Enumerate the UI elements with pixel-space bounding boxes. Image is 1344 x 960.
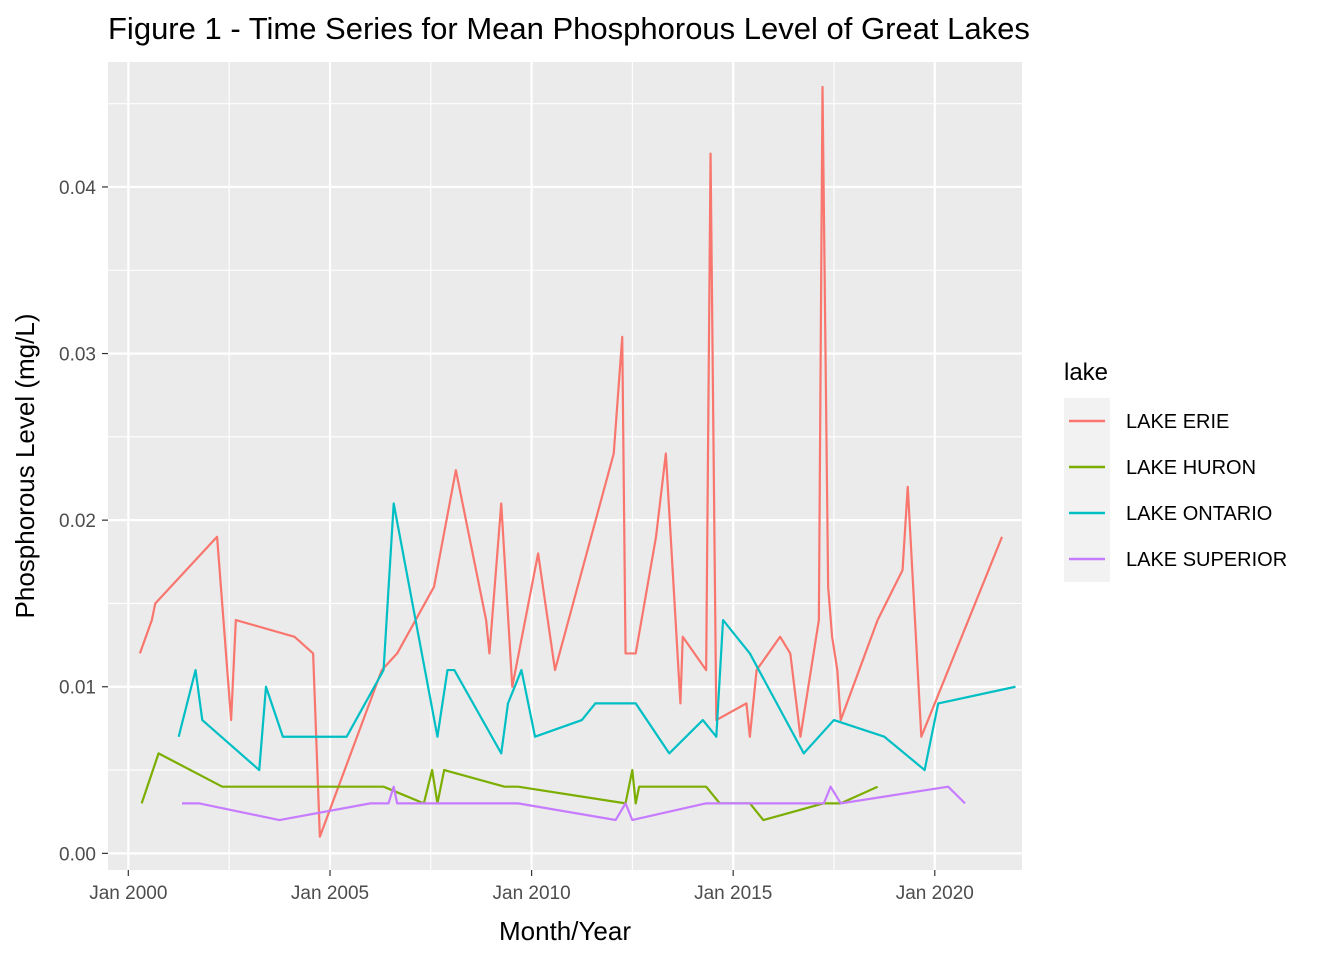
- y-tick-label: 0.00: [59, 844, 96, 865]
- chart-title: Figure 1 - Time Series for Mean Phosphor…: [108, 11, 1030, 46]
- series-line-lake-ontario: [177, 502, 1016, 772]
- x-axis-title: Month/Year: [499, 916, 631, 946]
- plot-panel: [108, 62, 1022, 870]
- y-tick-label: 0.01: [59, 678, 96, 699]
- minor-grid: [108, 62, 1022, 870]
- x-axis: Jan 2000 Jan 2005 Jan 2010 Jan 2015 Jan 2020: [89, 870, 974, 904]
- legend-label-lake-superior: LAKE SUPERIOR: [1126, 549, 1287, 571]
- legend-label-lake-ontario: LAKE ONTARIO: [1126, 503, 1272, 525]
- legend-title: lake: [1064, 359, 1108, 386]
- y-tick-label: 0.04: [59, 178, 96, 199]
- legend-label-lake-huron: LAKE HURON: [1126, 457, 1256, 479]
- major-grid: [108, 62, 1022, 870]
- x-tick-label: Jan 2015: [694, 883, 772, 904]
- y-tick-label: 0.02: [59, 511, 96, 532]
- x-tick-label: Jan 2000: [89, 883, 167, 904]
- x-tick-label: Jan 2005: [291, 883, 369, 904]
- x-tick-label: Jan 2020: [896, 883, 974, 904]
- legend-items: LAKE ERIE LAKE HURON LAKE ONTARIO LAKE SUPE…: [1064, 398, 1287, 582]
- legend-label-lake-erie: LAKE ERIE: [1126, 411, 1229, 433]
- series-line-lake-superior: [181, 785, 966, 822]
- series-line-lake-erie: [138, 85, 1004, 838]
- y-axis-title: Phosphorous Level (mg/L): [10, 314, 40, 619]
- x-tick-label: Jan 2010: [493, 883, 571, 904]
- y-axis: 0.00 0.01 0.02 0.03 0.04: [59, 178, 108, 865]
- series-lines: [138, 85, 1016, 838]
- y-tick-label: 0.03: [59, 345, 96, 366]
